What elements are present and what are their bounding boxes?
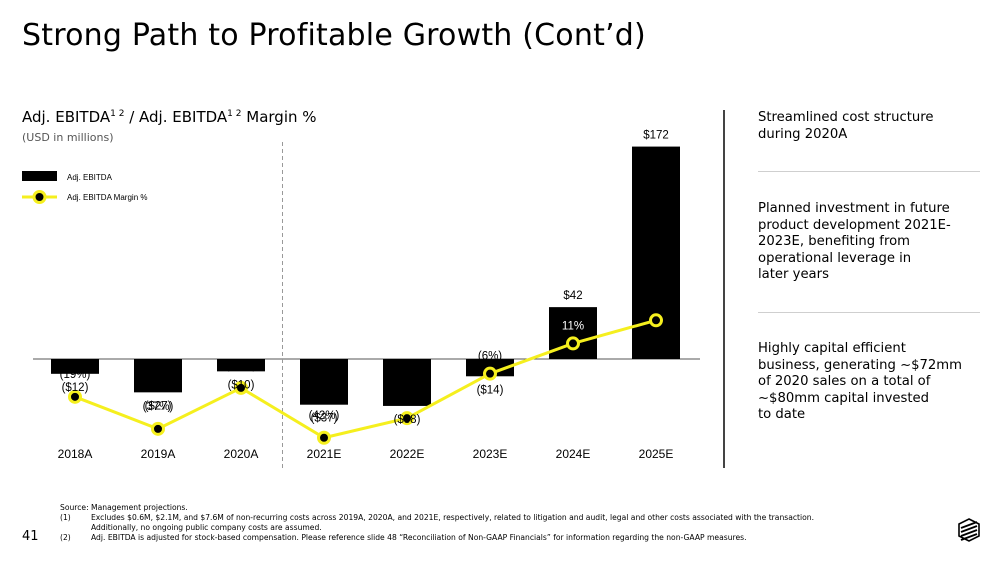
margin-marker xyxy=(68,389,82,404)
footnotes: Source: Management projections. (1) Excl… xyxy=(60,503,920,543)
bar-value-label: ($37) xyxy=(311,413,338,425)
footnote-number xyxy=(60,523,91,533)
margin-value-label: 11% xyxy=(562,320,584,332)
chart-title-part2: / Adj. EBITDA xyxy=(124,108,228,126)
bar-value-label: ($12) xyxy=(62,382,89,394)
chart-title-part3: Margin % xyxy=(241,108,317,126)
legend-swatch-bar xyxy=(22,171,57,181)
x-tick-label: 2025E xyxy=(639,447,674,461)
x-tick-label: 2021E xyxy=(307,447,342,461)
margin-marker xyxy=(317,430,331,445)
margin-line xyxy=(74,318,657,440)
bar-value-label: ($38) xyxy=(394,414,421,426)
footnote-number: (1) xyxy=(60,513,71,522)
page-number: 41 xyxy=(22,529,39,544)
vertical-divider xyxy=(723,110,725,468)
margin-value-label: 24% xyxy=(644,297,667,309)
callout-cost-structure: Streamlined cost structure during 2020A xyxy=(758,110,934,142)
margin-value-label: (19%) xyxy=(60,369,91,381)
company-logo-icon xyxy=(958,518,980,542)
slide-title: Strong Path to Profitable Growth (Cont’d… xyxy=(22,18,646,53)
legend-label-bar: Adj. EBITDA xyxy=(67,173,113,182)
ebitda-bar xyxy=(134,359,182,393)
footnote-text: Additionally, no ongoing public company … xyxy=(91,523,322,532)
bar-value-label: ($10) xyxy=(228,379,255,391)
chart-legend: Adj. EBITDA Adj. EBITDA Margin % xyxy=(22,171,147,204)
margin-value-label: (31%) xyxy=(392,390,423,402)
footnote-row: (2) Adj. EBITDA is adjusted for stock-ba… xyxy=(60,533,920,543)
x-tick-label: 2023E xyxy=(473,447,508,461)
ebitda-bar xyxy=(549,307,597,359)
footnote-number: (2) xyxy=(60,533,71,542)
ebitda-bar xyxy=(383,359,431,406)
chart-subtitle: (USD in millions) xyxy=(22,131,114,144)
x-tick-label: 2018A xyxy=(58,447,93,461)
x-tick-label: 2022E xyxy=(390,447,425,461)
ebitda-bar xyxy=(217,359,265,372)
margin-marker xyxy=(649,313,663,328)
margin-value-label: (6%) xyxy=(478,351,502,363)
ebitda-bar xyxy=(51,359,99,374)
margin-value-label: (14%) xyxy=(226,360,257,372)
chart-title-sup1: 1 2 xyxy=(110,109,125,119)
margin-marker xyxy=(400,411,414,426)
plot-area: ($12) ($27) ($10) ($37) ($38) ($14) $42 $172 (19… xyxy=(33,130,700,470)
ebitda-chart: Adj. EBITDA Adj. EBITDA Margin % ($12)($… xyxy=(22,130,700,470)
legend-label-line: Adj. EBITDA Margin % xyxy=(67,193,147,202)
footnote-text: Excludes $0.6M, $2.1M, and $7.6M of non-… xyxy=(91,513,815,522)
margin-marker xyxy=(483,366,497,381)
margin-value-label: (37%) xyxy=(143,401,174,413)
bar-value-label: $172 xyxy=(643,130,669,142)
chart-title-part1: Adj. EBITDA xyxy=(22,108,111,126)
margin-value-label: (42%) xyxy=(309,410,340,422)
footnote-row: (1) Excludes $0.6M, $2.1M, and $7.6M of … xyxy=(60,513,920,523)
bar-value-label: ($27) xyxy=(145,400,172,412)
callout-investment: Planned investment in future product dev… xyxy=(758,201,951,282)
margin-marker xyxy=(566,336,580,351)
legend-swatch-marker xyxy=(32,190,47,204)
x-tick-label: 2019A xyxy=(141,447,176,461)
footnote-row: Additionally, no ongoing public company … xyxy=(60,523,920,533)
margin-marker xyxy=(234,380,248,395)
footnote-text: Adj. EBITDA is adjusted for stock-based … xyxy=(91,533,747,542)
margin-marker xyxy=(151,421,165,436)
bar-value-label: $42 xyxy=(563,290,582,302)
chart-title-sup2: 1 2 xyxy=(227,109,242,119)
callout-capital-efficiency: Highly capital efficient business, gener… xyxy=(758,341,962,422)
footnote-source: Source: Management projections. xyxy=(60,503,188,512)
x-tick-label: 2020A xyxy=(224,447,259,461)
ebitda-bar xyxy=(300,359,348,405)
callout-separator xyxy=(758,312,980,313)
callout-separator xyxy=(758,171,980,172)
chart-title: Adj. EBITDA1 2 / Adj. EBITDA1 2 Margin % xyxy=(22,108,317,126)
bar-value-label: ($14) xyxy=(477,384,504,396)
x-tick-label: 2024E xyxy=(556,447,591,461)
